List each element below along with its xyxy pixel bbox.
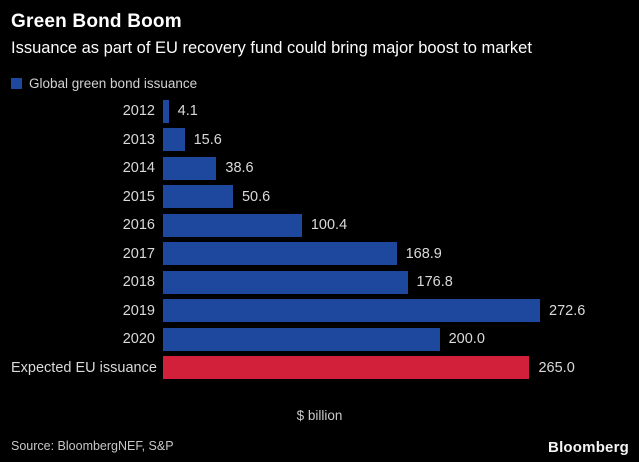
chart-row: 2014 38.6: [11, 154, 639, 183]
value-label: 176.8: [416, 274, 453, 291]
bar: [163, 299, 540, 323]
value-label: 4.1: [177, 103, 198, 120]
value-label: 168.9: [405, 245, 442, 262]
value-label: 272.6: [549, 302, 586, 319]
value-label: 38.6: [225, 160, 254, 177]
bar: [163, 185, 233, 209]
category-label: 2015: [122, 188, 155, 205]
chart-subtitle: Issuance as part of EU recovery fund cou…: [11, 39, 532, 57]
chart-row: 2012 4.1: [11, 97, 639, 126]
category-label: 2014: [122, 160, 155, 177]
chart-row: 2013 15.6: [11, 126, 639, 155]
bar: [163, 270, 408, 294]
chart-row: 2020 200.0: [11, 325, 639, 354]
chart-row: 2018 176.8: [11, 268, 639, 297]
bar: [163, 213, 302, 237]
source-note: Source: BloombergNEF, S&P: [11, 439, 174, 453]
legend-label: Global green bond issuance: [29, 76, 198, 91]
bar: [163, 242, 397, 266]
bar: [163, 156, 217, 180]
category-label: 2012: [122, 103, 155, 120]
category-label: 2018: [122, 274, 155, 291]
value-label: 200.0: [448, 331, 485, 348]
legend: Global green bond issuance: [11, 76, 197, 91]
value-label: 50.6: [241, 188, 271, 205]
bar: [163, 128, 185, 152]
bloomberg-logo: Bloomberg: [548, 439, 629, 456]
value-label: 100.4: [310, 217, 348, 234]
x-axis-label: $ billion: [296, 408, 343, 423]
value-label: 15.6: [193, 131, 222, 148]
bar: [163, 327, 440, 351]
category-label: 2016: [122, 217, 155, 234]
legend-swatch-icon: [11, 78, 22, 89]
value-label: 265.0: [538, 359, 575, 376]
chart-row: 2016 100.4: [11, 211, 639, 240]
chart-header: Green Bond Boom Issuance as part of EU r…: [11, 10, 631, 58]
chart-row: 2015 50.6: [11, 183, 639, 212]
bar: [163, 99, 169, 123]
category-label: Expected EU issuance: [11, 359, 157, 376]
chart-title: Green Bond Boom: [11, 11, 182, 32]
bar: [163, 356, 530, 380]
category-label: 2019: [122, 302, 155, 319]
chart-row: Expected EU issuance 265.0: [11, 354, 639, 383]
category-label: 2013: [122, 131, 155, 148]
chart-row: 2019 272.6: [11, 297, 639, 326]
chart-row: 2017 168.9: [11, 240, 639, 269]
category-label: 2017: [122, 245, 155, 262]
bar-chart: 2012 4.1 2013 15.6 2014 38.6 2015 50.6 2016 100.4…: [11, 97, 639, 382]
category-label: 2020: [122, 331, 155, 348]
